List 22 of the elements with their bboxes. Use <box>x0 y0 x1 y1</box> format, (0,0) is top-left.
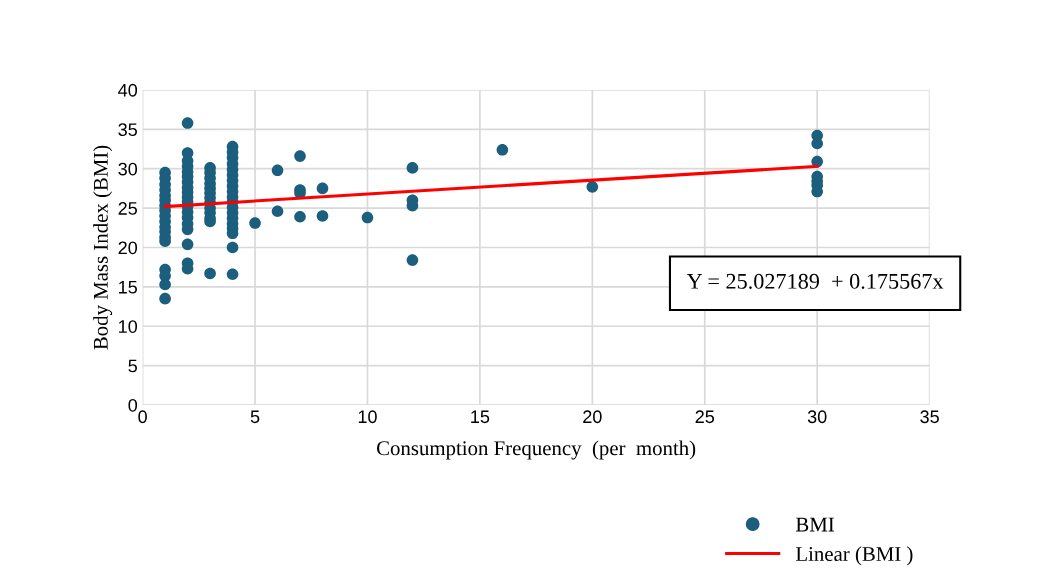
y-tick-label: 5 <box>128 359 137 373</box>
x-tick-label: 35 <box>920 410 939 424</box>
x-tick-label: 30 <box>807 410 827 424</box>
y-tick-label: 20 <box>118 241 138 255</box>
y-axis-title: Body Mass Index (BMI) <box>93 145 113 350</box>
legend-label: Linear (BMI ) <box>795 546 913 566</box>
y-tick-label: 25 <box>118 202 137 215</box>
y-tick-label: 0 <box>128 398 138 412</box>
y-tick-label: 15 <box>119 280 137 294</box>
x-tick-label: 25 <box>695 410 715 424</box>
y-tick-label: 35 <box>118 123 137 137</box>
x-tick-label: 5 <box>250 410 260 424</box>
y-tick-label: 30 <box>118 162 138 176</box>
x-tick-label: 0 <box>138 410 147 424</box>
x-tick-label: 20 <box>583 410 602 424</box>
legend-label: BMI <box>795 517 834 532</box>
x-tick-label: 15 <box>471 410 490 424</box>
y-tick-label: 10 <box>119 320 138 333</box>
x-tick-label: 10 <box>358 410 377 424</box>
annotation: Y = 25.027189 + 0.175567x <box>686 273 944 289</box>
y-tick-label: 40 <box>118 83 138 97</box>
x-axis-title: Consumption Frequency (per month) <box>376 440 696 460</box>
